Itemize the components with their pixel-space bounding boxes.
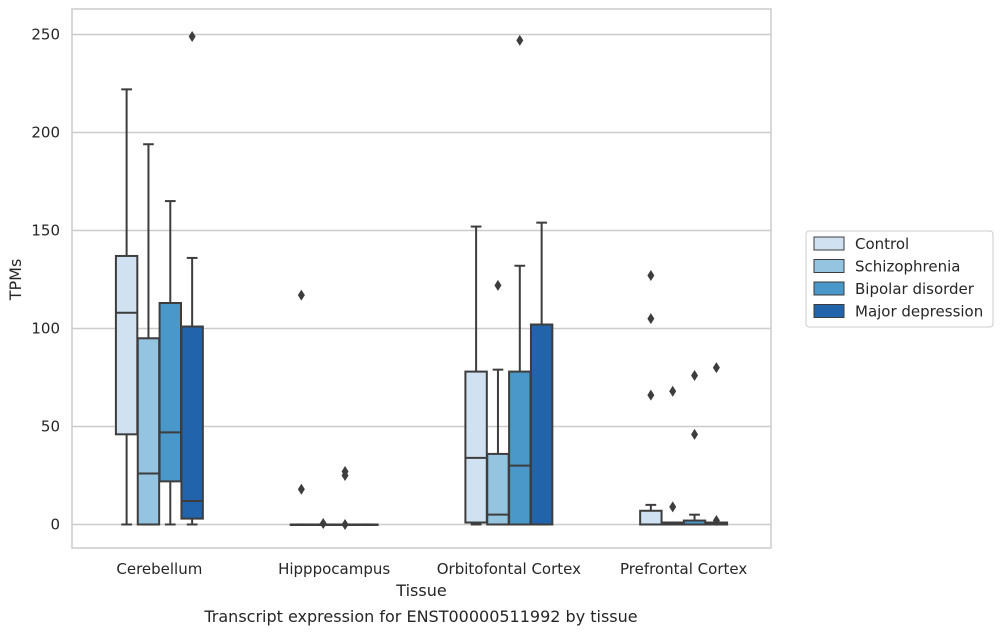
box <box>464 370 488 524</box>
box-group <box>311 518 335 529</box>
outlier-point <box>297 483 305 495</box>
outlier-point <box>691 370 699 382</box>
box <box>529 323 554 526</box>
box-group <box>508 34 532 526</box>
y-tick-label: 250 <box>31 25 60 43</box>
outlier-point <box>188 30 196 42</box>
legend-swatch <box>813 281 845 296</box>
legend-swatch <box>813 236 845 251</box>
box-group <box>704 362 729 527</box>
box <box>639 509 663 526</box>
y-tick-label: 0 <box>50 515 60 533</box>
outlier-point <box>691 428 699 440</box>
box <box>114 254 139 436</box>
x-tick-label: Cerebellum <box>116 560 202 578</box>
outlier-point <box>516 34 524 46</box>
outlier-point <box>297 289 305 301</box>
outlier-point <box>669 385 677 397</box>
x-tick-label: Orbitofontal Cortex <box>437 560 581 578</box>
legend-swatch <box>813 259 845 273</box>
y-axis-label: TPMs <box>6 259 25 302</box>
outlier-point <box>647 389 655 401</box>
outlier-point <box>712 362 720 374</box>
outlier-point <box>319 518 327 529</box>
box-group <box>486 279 510 526</box>
box-group <box>660 385 685 526</box>
x-tick-label: Hipppocampus <box>278 560 390 578</box>
box <box>180 325 204 520</box>
box-series <box>114 30 729 530</box>
y-tick-label: 150 <box>31 221 60 239</box>
legend-frame <box>805 230 994 328</box>
x-tick-labels: Cerebellum Hipppocampus Orbitofontal Corte… <box>116 560 747 578</box>
outlier-point <box>341 469 349 481</box>
legend-label: Schizophrenia <box>855 258 960 276</box>
box-group <box>114 88 139 526</box>
box-group <box>333 466 357 530</box>
box-group <box>289 289 314 526</box>
outlier-point <box>647 313 655 325</box>
legend-label: Control <box>855 235 909 253</box>
box-group <box>355 523 379 526</box>
outlier-point <box>669 501 677 513</box>
outlier-point <box>341 518 349 530</box>
outlier-point <box>712 515 720 527</box>
x-tick-label: Prefrontal Cortex <box>620 560 747 578</box>
box-group <box>136 143 161 526</box>
y-tick-label: 200 <box>31 123 60 141</box>
box <box>158 302 183 483</box>
box-group <box>529 221 554 526</box>
outlier-point <box>647 270 655 282</box>
x-axis-label: Tissue <box>395 581 446 600</box>
plot-frame <box>71 8 772 549</box>
box <box>136 337 161 526</box>
chart-caption: Transcript expression for ENST0000051199… <box>203 607 637 626</box>
legend-label: Bipolar disorder <box>855 280 975 298</box>
box-group <box>682 370 707 526</box>
box-group <box>464 225 488 526</box>
y-tick-label: 100 <box>31 319 60 337</box>
legend-label: Major depression <box>855 303 983 321</box>
box <box>508 370 532 526</box>
legend-swatch <box>813 304 845 318</box>
y-tick-labels: 0 50 100 150 200 250 <box>31 25 60 533</box>
legend: Control Schizophrenia Bipolar disorder Majo… <box>805 230 994 328</box>
y-tick-label: 50 <box>41 417 60 435</box>
box-group <box>180 30 204 526</box>
box-group <box>639 270 663 526</box>
box-group <box>158 200 183 526</box>
outlier-point <box>494 279 502 291</box>
